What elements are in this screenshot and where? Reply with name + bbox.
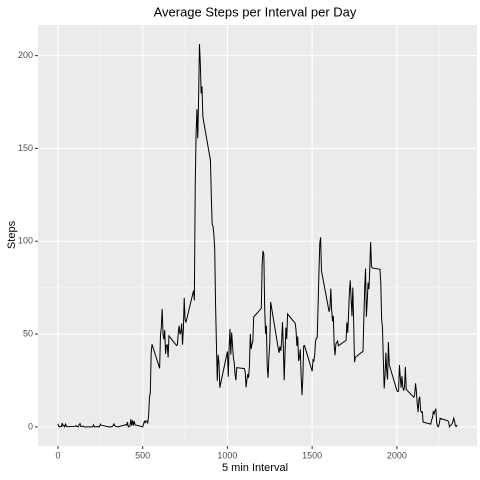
y-tick-label: 200 — [18, 50, 33, 60]
x-tick-label: 500 — [135, 450, 150, 460]
line — [57, 44, 458, 429]
y-tick-label: 0 — [28, 421, 33, 431]
x-tick-label: 2000 — [387, 450, 407, 460]
y-tick-label: 150 — [18, 143, 33, 153]
y-axis-title: Steps — [6, 220, 18, 249]
chart-title: Average Steps per Interval per Day — [154, 4, 357, 19]
x-tick-label: 1500 — [302, 450, 322, 460]
y-tick-label: 50 — [23, 328, 33, 338]
y-tick-label: 100 — [18, 236, 33, 246]
plot-panel — [38, 25, 477, 446]
x-tick-label: 1000 — [217, 450, 237, 460]
x-tick-label: 0 — [55, 450, 60, 460]
x-axis-title: 5 min Interval — [222, 462, 288, 474]
